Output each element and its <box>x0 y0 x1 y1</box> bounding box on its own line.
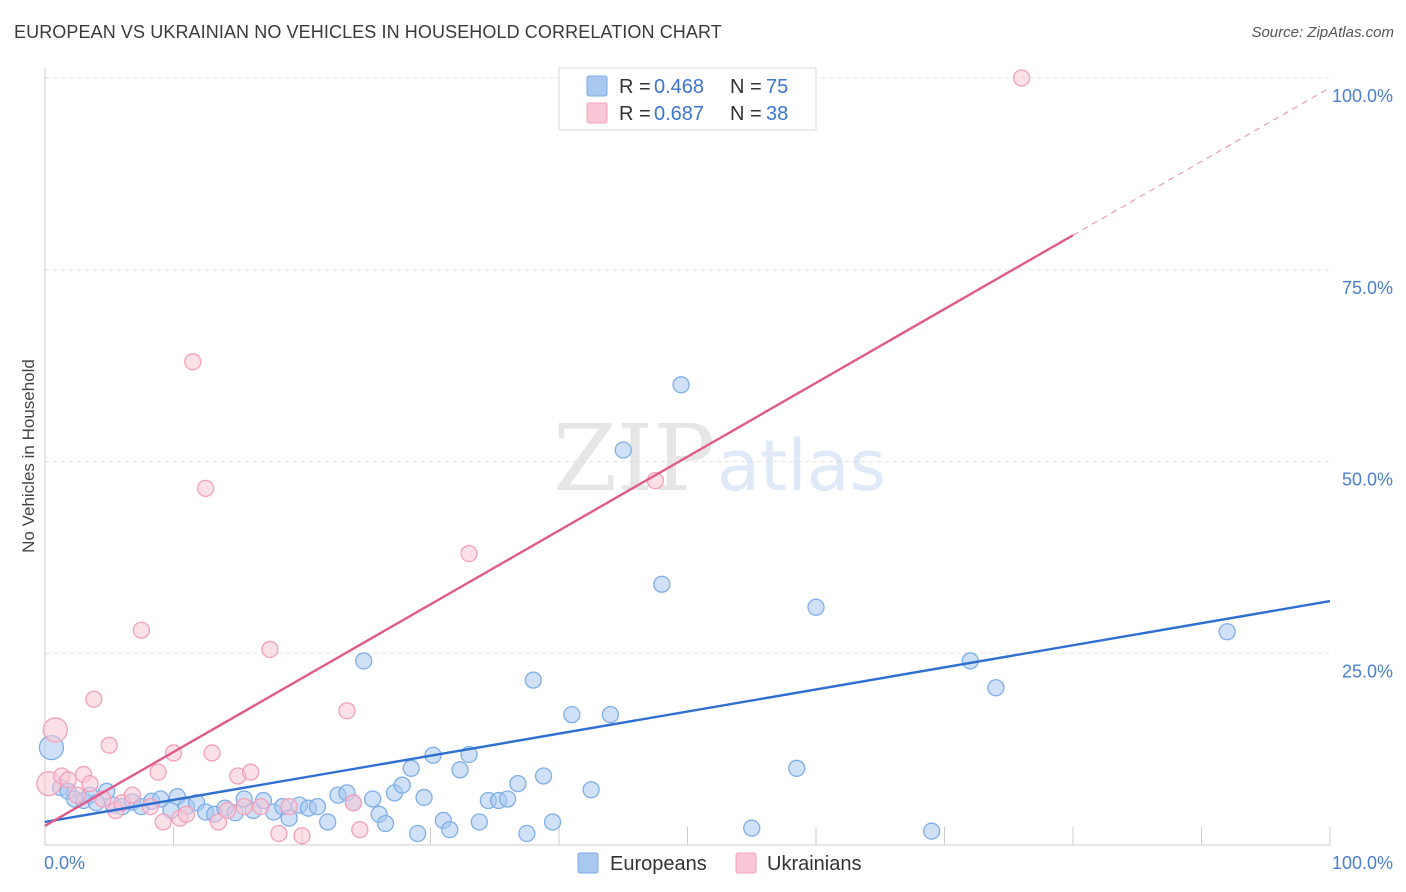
data-point-europeans <box>415 788 433 807</box>
data-point-europeans <box>807 598 825 616</box>
trend-line-europeans <box>44 599 1331 824</box>
trend-extension-ukrainians <box>1072 87 1331 236</box>
data-point-europeans <box>441 821 459 839</box>
data-point-europeans <box>509 774 527 793</box>
legend-swatch-europeans <box>586 75 608 97</box>
grid-lines <box>45 77 1330 654</box>
y-tick-label: 50.0% <box>1342 470 1393 490</box>
data-point-europeans <box>653 575 671 593</box>
y-axis-label: No Vehicles in Household <box>19 359 38 553</box>
data-point-europeans <box>451 761 469 779</box>
legend-n-label-ukrainians: N = <box>730 103 762 125</box>
data-point-europeans <box>355 652 373 670</box>
data-point-europeans <box>672 376 690 394</box>
stats-legend: R = 0.468 N = 75 R = 0.687 N = 38 <box>558 67 817 131</box>
data-point-ukrainians <box>100 736 118 754</box>
legend-r-value-europeans: 0.468 <box>654 76 704 98</box>
data-point-ukrainians <box>338 702 356 720</box>
data-point-europeans <box>319 813 337 831</box>
y-tick-label: 75.0% <box>1342 278 1393 298</box>
data-point-ukrainians <box>68 786 86 804</box>
data-point-europeans <box>364 790 382 808</box>
data-point-europeans <box>393 776 411 794</box>
y-tick-label: 25.0% <box>1342 661 1393 681</box>
series-ukrainians <box>36 69 1031 845</box>
data-point-ukrainians <box>184 353 202 371</box>
data-point-ukrainians <box>218 801 237 820</box>
data-point-ukrainians <box>460 544 478 563</box>
data-point-europeans <box>582 781 600 799</box>
series-legend: Europeans Ukrainians <box>577 852 861 875</box>
data-point-europeans <box>1218 623 1236 641</box>
data-point-ukrainians <box>293 827 311 845</box>
data-point-ukrainians <box>261 640 279 659</box>
data-point-ukrainians <box>59 771 77 789</box>
data-point-ukrainians <box>177 805 196 823</box>
data-point-ukrainians <box>235 798 253 816</box>
bottom-swatch-ukrainians <box>735 852 757 874</box>
x-tick-label-min: 0.0% <box>44 853 85 873</box>
legend-n-label-europeans: N = <box>730 76 762 98</box>
data-point-europeans <box>601 705 620 724</box>
data-point-europeans <box>524 671 542 689</box>
data-point-ukrainians <box>280 798 298 816</box>
data-point-europeans <box>308 798 327 816</box>
data-point-ukrainians <box>141 798 160 816</box>
data-point-ukrainians <box>241 763 260 781</box>
bottom-legend-europeans: Europeans <box>610 853 707 875</box>
data-point-ukrainians <box>196 479 215 497</box>
data-point-ukrainians <box>123 786 142 804</box>
legend-n-value-ukrainians: 38 <box>766 103 788 125</box>
data-point-ukrainians <box>85 690 103 708</box>
x-tick-label-max: 100.0% <box>1332 853 1393 873</box>
data-point-europeans <box>923 822 941 840</box>
data-point-ukrainians <box>209 813 228 831</box>
data-point-ukrainians <box>1012 69 1031 87</box>
data-point-ukrainians <box>203 744 221 762</box>
data-point-ukrainians <box>252 798 270 816</box>
data-point-europeans <box>614 441 632 459</box>
data-point-ukrainians <box>149 763 167 781</box>
data-point-europeans <box>743 819 761 837</box>
data-point-ukrainians <box>344 794 363 812</box>
data-point-ukrainians <box>42 717 68 743</box>
legend-swatch-ukrainians <box>586 102 608 124</box>
data-point-ukrainians <box>351 821 369 839</box>
data-point-ukrainians <box>154 813 172 831</box>
legend-r-value-ukrainians: 0.687 <box>654 103 704 125</box>
data-point-ukrainians <box>81 774 99 793</box>
bottom-swatch-europeans <box>577 852 599 874</box>
tick-labels: 25.0% 50.0% 75.0% 100.0% 0.0% 100.0% <box>44 86 1393 873</box>
watermark-atlas: atlas <box>717 425 886 507</box>
data-point-europeans <box>987 679 1005 697</box>
axes <box>44 68 1331 846</box>
watermark: ZIP atlas <box>553 405 886 512</box>
data-point-ukrainians <box>270 824 288 843</box>
trend-line-ukrainians <box>44 234 1074 827</box>
watermark-zip: ZIP <box>553 405 715 512</box>
legend-n-value-europeans: 75 <box>766 76 788 98</box>
source-credit: Source: ZipAtlas.com <box>1251 24 1394 41</box>
data-point-europeans <box>498 790 517 808</box>
data-point-europeans <box>788 759 806 777</box>
data-point-europeans <box>534 767 553 785</box>
legend-r-label-europeans: R = <box>619 76 651 98</box>
data-point-europeans <box>543 813 562 831</box>
data-point-europeans <box>563 705 581 724</box>
data-point-europeans <box>518 824 536 843</box>
y-tick-label: 100.0% <box>1332 86 1393 106</box>
bottom-legend-ukrainians: Ukrainians <box>767 853 861 875</box>
data-point-europeans <box>470 813 488 831</box>
data-point-europeans <box>376 814 395 833</box>
data-point-europeans <box>408 824 427 843</box>
legend-r-label-ukrainians: R = <box>619 103 651 125</box>
trend-lines <box>44 87 1331 827</box>
chart-title: EUROPEAN VS UKRAINIAN NO VEHICLES IN HOU… <box>14 22 722 42</box>
data-point-europeans <box>402 759 420 777</box>
data-point-ukrainians <box>132 621 151 639</box>
